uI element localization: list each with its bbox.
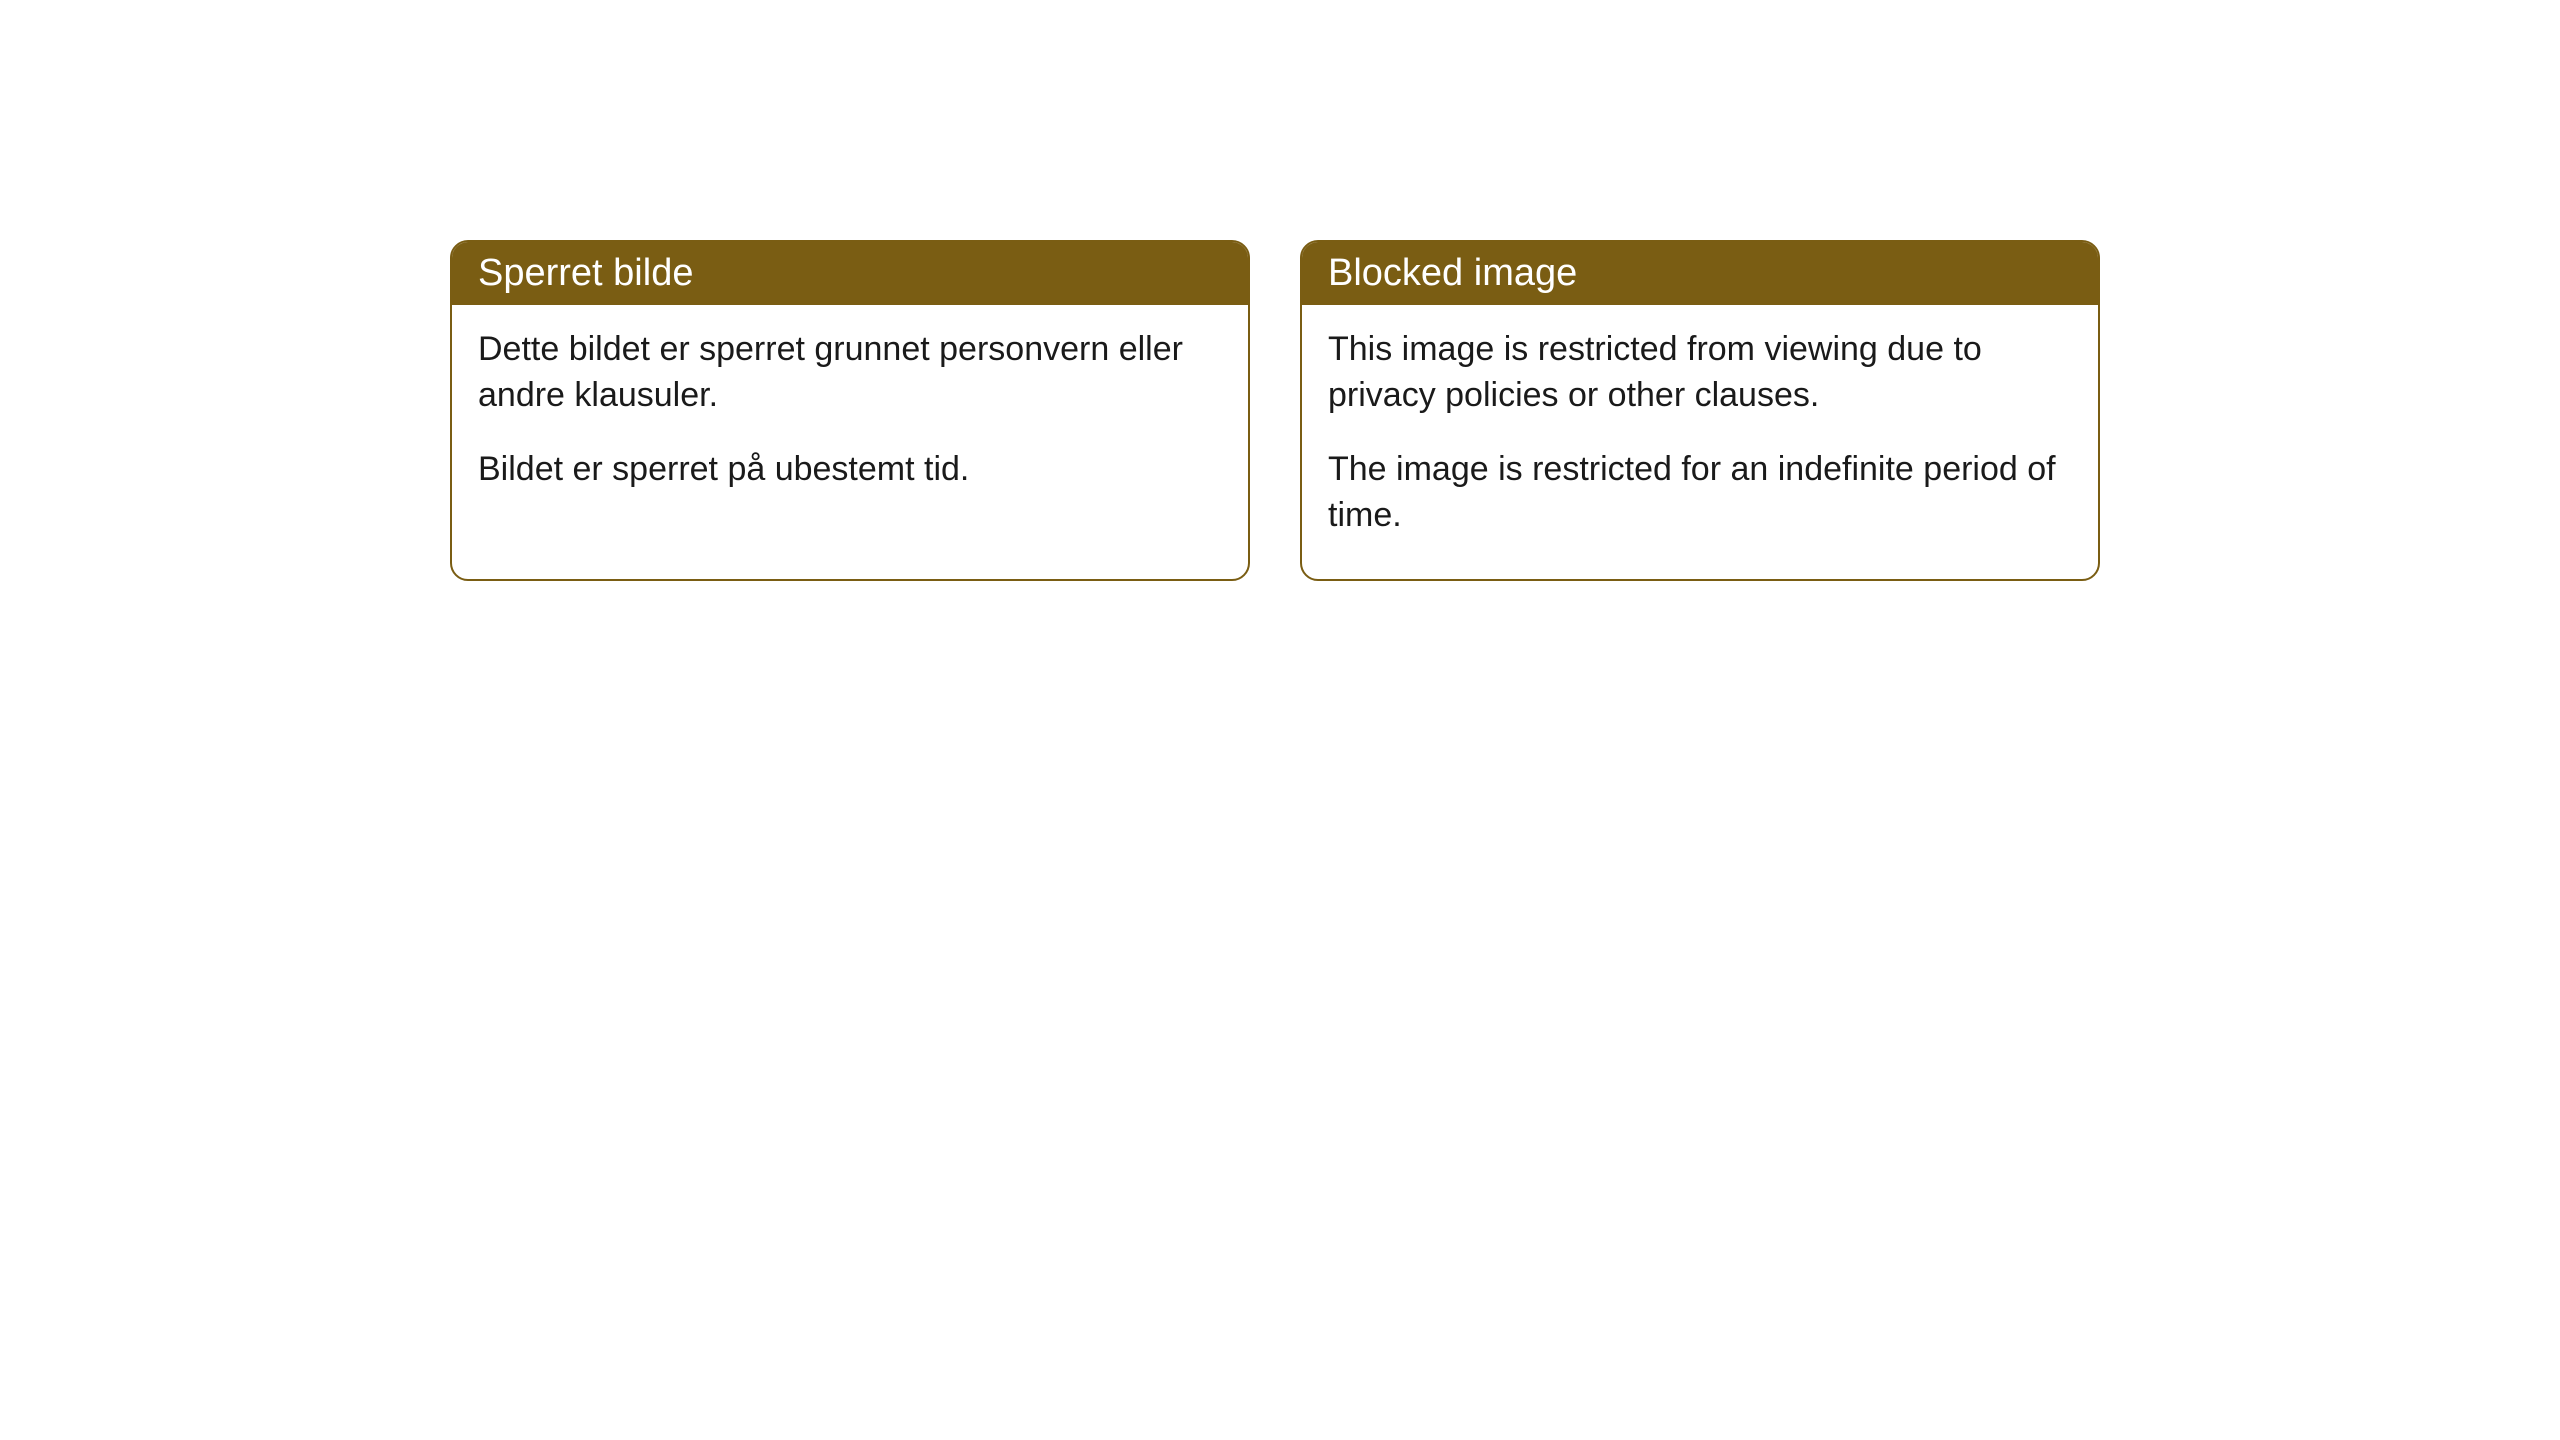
notice-card-english: Blocked image This image is restricted f…: [1300, 240, 2100, 581]
card-paragraph: Dette bildet er sperret grunnet personve…: [478, 327, 1222, 419]
card-title: Blocked image: [1328, 252, 1577, 294]
card-paragraph: This image is restricted from viewing du…: [1328, 327, 2072, 419]
card-header: Sperret bilde: [452, 242, 1248, 305]
card-header: Blocked image: [1302, 242, 2098, 305]
card-body: Dette bildet er sperret grunnet personve…: [452, 305, 1248, 533]
notice-container: Sperret bilde Dette bildet er sperret gr…: [0, 0, 2560, 581]
card-title: Sperret bilde: [478, 252, 693, 294]
card-body: This image is restricted from viewing du…: [1302, 305, 2098, 579]
card-paragraph: The image is restricted for an indefinit…: [1328, 447, 2072, 539]
card-paragraph: Bildet er sperret på ubestemt tid.: [478, 447, 1222, 493]
notice-card-norwegian: Sperret bilde Dette bildet er sperret gr…: [450, 240, 1250, 581]
